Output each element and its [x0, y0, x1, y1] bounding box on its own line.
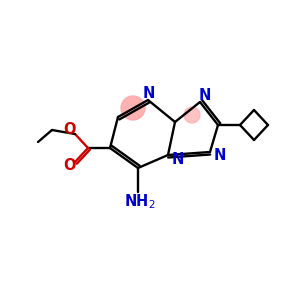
Circle shape: [121, 96, 145, 120]
Circle shape: [184, 107, 200, 123]
Text: N: N: [172, 152, 184, 167]
Text: O: O: [64, 122, 76, 137]
Text: N: N: [143, 85, 155, 100]
Text: N: N: [199, 88, 211, 104]
Text: O: O: [64, 158, 76, 173]
Text: N: N: [214, 148, 226, 164]
Text: NH$_2$: NH$_2$: [124, 193, 156, 211]
